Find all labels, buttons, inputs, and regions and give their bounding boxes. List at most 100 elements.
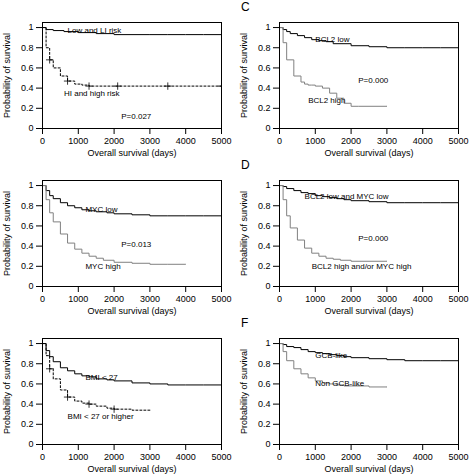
svg-text:MYC high: MYC high [85,262,120,271]
svg-text:Overall survival (days): Overall survival (days) [324,148,413,158]
svg-text:P=0.027: P=0.027 [121,112,152,121]
svg-text:0.8: 0.8 [21,359,34,369]
svg-text:MYC low: MYC low [85,205,117,214]
svg-text:HI and high risk: HI and high risk [64,89,121,98]
svg-text:3000: 3000 [377,136,397,146]
svg-text:0.6: 0.6 [21,63,34,73]
svg-text:0: 0 [265,281,270,291]
svg-text:0.8: 0.8 [258,359,271,369]
svg-text:Overall survival (days): Overall survival (days) [324,464,413,474]
svg-text:1000: 1000 [68,452,88,462]
svg-text:3000: 3000 [377,452,397,462]
svg-text:0.2: 0.2 [258,261,271,271]
svg-text:0.8: 0.8 [21,43,34,53]
svg-text:BCL2 high and/or MYC high: BCL2 high and/or MYC high [312,262,412,271]
svg-text:0: 0 [277,136,282,146]
svg-text:3000: 3000 [140,136,160,146]
svg-text:1000: 1000 [305,452,325,462]
svg-text:0.6: 0.6 [258,379,271,389]
svg-text:P=0.000: P=0.000 [358,76,389,85]
svg-text:Overall survival (days): Overall survival (days) [87,148,176,158]
svg-text:Probability of survival: Probability of survival [239,33,249,118]
svg-text:0.8: 0.8 [258,201,271,211]
svg-text:2000: 2000 [104,452,124,462]
svg-text:BCL2 low and MYC low: BCL2 low and MYC low [305,192,389,201]
svg-text:Probability of survival: Probability of survival [2,191,12,276]
svg-text:0: 0 [277,294,282,304]
svg-text:5000: 5000 [448,294,468,304]
svg-text:P=0.013: P=0.013 [121,240,152,249]
svg-text:5000: 5000 [448,452,468,462]
svg-text:Probability of survival: Probability of survival [239,191,249,276]
svg-text:1000: 1000 [68,294,88,304]
svg-text:2000: 2000 [341,452,361,462]
svg-text:0: 0 [265,439,270,449]
svg-text:0.4: 0.4 [258,399,271,409]
svg-text:0: 0 [277,452,282,462]
svg-text:Low and LI risk: Low and LI risk [68,26,123,35]
svg-text:BMI < 27: BMI < 27 [85,373,118,382]
svg-text:Probability of survival: Probability of survival [239,349,249,434]
svg-text:1: 1 [28,338,33,348]
svg-text:3000: 3000 [140,452,160,462]
svg-text:Overall survival (days): Overall survival (days) [87,306,176,316]
svg-text:5000: 5000 [211,136,231,146]
svg-text:1: 1 [265,338,270,348]
svg-text:0.6: 0.6 [21,379,34,389]
svg-text:P=0.000: P=0.000 [358,234,389,243]
svg-text:4000: 4000 [413,294,433,304]
svg-text:0.2: 0.2 [21,261,34,271]
svg-text:4000: 4000 [176,294,196,304]
svg-text:GCB-like: GCB-like [315,351,348,360]
svg-text:Overall survival (days): Overall survival (days) [87,464,176,474]
svg-text:5000: 5000 [211,294,231,304]
svg-text:0: 0 [28,123,33,133]
svg-text:0.2: 0.2 [21,103,34,113]
svg-text:0.8: 0.8 [258,43,271,53]
svg-text:0: 0 [40,136,45,146]
svg-text:0: 0 [40,294,45,304]
svg-text:3000: 3000 [140,294,160,304]
svg-text:0.4: 0.4 [21,83,34,93]
svg-text:1000: 1000 [305,136,325,146]
svg-text:0.2: 0.2 [258,103,271,113]
svg-text:0: 0 [28,281,33,291]
svg-text:0: 0 [265,123,270,133]
svg-text:4000: 4000 [413,136,433,146]
svg-text:0.2: 0.2 [258,419,271,429]
svg-text:0.8: 0.8 [21,201,34,211]
svg-text:0.6: 0.6 [258,63,271,73]
svg-text:4000: 4000 [413,452,433,462]
svg-text:Probability of survival: Probability of survival [2,33,12,118]
svg-text:1: 1 [28,180,33,190]
svg-text:2000: 2000 [341,294,361,304]
svg-text:3000: 3000 [377,294,397,304]
svg-text:Probability of survival: Probability of survival [2,349,12,434]
svg-text:BCL2 low: BCL2 low [315,35,349,44]
svg-text:2000: 2000 [341,136,361,146]
svg-text:0.4: 0.4 [21,241,34,251]
svg-text:0.6: 0.6 [258,221,271,231]
svg-text:0: 0 [28,439,33,449]
svg-text:1: 1 [265,180,270,190]
svg-text:0.6: 0.6 [21,221,34,231]
svg-text:2000: 2000 [104,136,124,146]
svg-text:4000: 4000 [176,136,196,146]
svg-text:0: 0 [40,452,45,462]
svg-text:0.2: 0.2 [21,419,34,429]
svg-text:BCL2 high: BCL2 high [308,96,345,105]
svg-text:0.4: 0.4 [21,399,34,409]
svg-text:4000: 4000 [176,452,196,462]
svg-text:BMI < 27 or higher: BMI < 27 or higher [68,412,134,421]
svg-text:Non GCB-like: Non GCB-like [315,379,364,388]
svg-text:0.4: 0.4 [258,241,271,251]
svg-text:2000: 2000 [104,294,124,304]
svg-text:1: 1 [28,22,33,32]
svg-text:5000: 5000 [211,452,231,462]
svg-text:1000: 1000 [68,136,88,146]
svg-text:1: 1 [265,22,270,32]
svg-text:Overall survival (days): Overall survival (days) [324,306,413,316]
svg-text:0.4: 0.4 [258,83,271,93]
svg-text:5000: 5000 [448,136,468,146]
svg-text:1000: 1000 [305,294,325,304]
